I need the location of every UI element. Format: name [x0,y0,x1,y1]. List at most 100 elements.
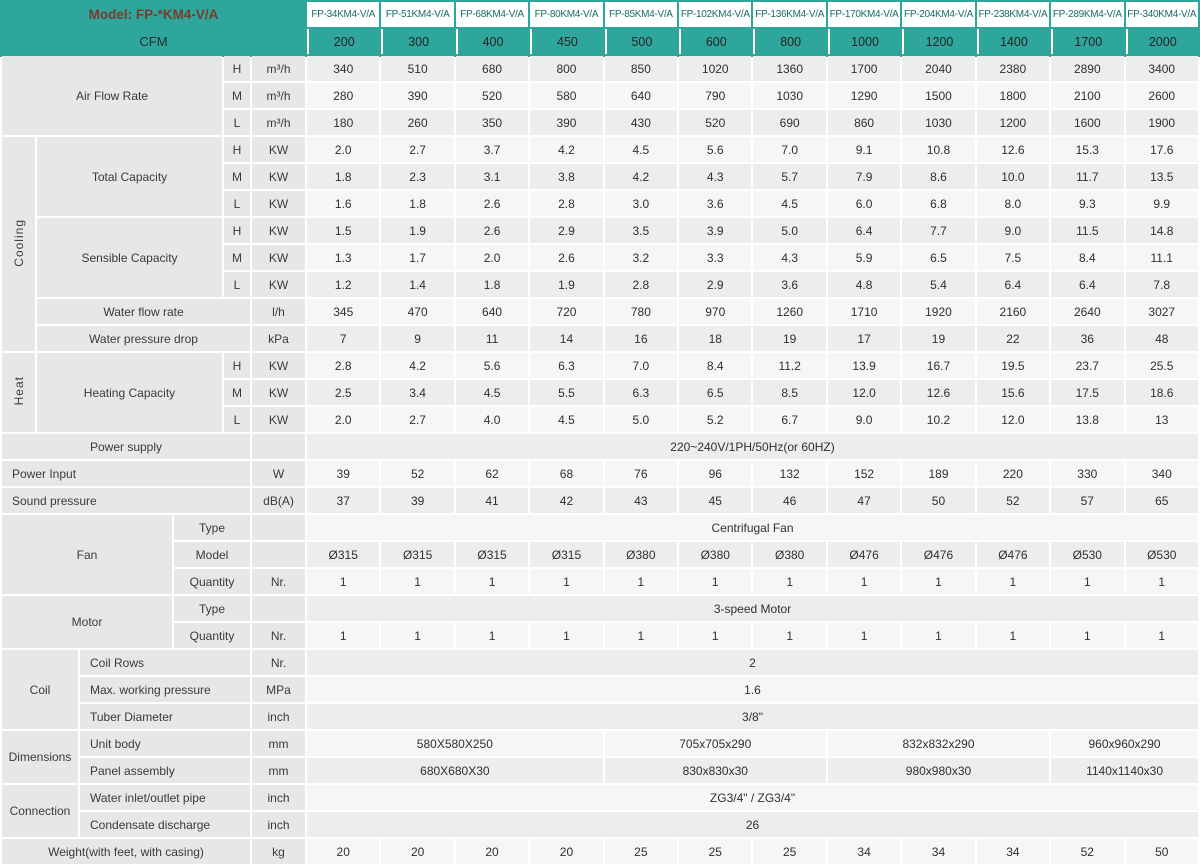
max-working-pressure-value: 1.6 [307,677,1198,702]
speed-label: H [224,353,250,378]
header-row-models: Model: FP-*KM4-V/A FP-34KM4-V/A FP-51KM4-V… [2,2,1198,27]
unit-label: l/h [252,299,306,324]
value-cell: 6.5 [679,380,752,405]
value-cell: 1 [1051,569,1124,594]
value-cell: 7.7 [902,218,975,243]
value-cell: 7.0 [604,353,678,378]
value-cell: 2.6 [530,245,603,270]
table-title: Model: FP-*KM4-V/A [2,2,306,27]
value-cell: 3.5 [604,218,678,243]
value-cell: 340 [307,56,380,81]
speed-label: L [224,191,250,216]
header-row-cfm: CFM 200 300 400 450 500 600 800 1000 1200 1400 1700… [2,29,1198,54]
value-cell: 19 [902,326,975,351]
row-fan-quantity: Quantity Nr. 1 1 1 1 1 1 1 1 1 1 1 1 [2,569,1198,594]
power-supply-value: 220~240V/1PH/50Hz(or 60HZ) [307,434,1198,459]
model-header: FP-340KM4-V/A [1125,2,1198,27]
value-cell: 2160 [976,299,1050,324]
value-cell: 4.3 [753,245,826,270]
cfm-value: 500 [604,29,678,54]
value-cell: 6.7 [753,407,826,432]
value-cell: 1.4 [381,272,454,297]
row-label-weight: Weight(with feet, with casing) [2,839,250,864]
value-cell: Ø530 [1125,542,1198,567]
cfm-value: 1400 [976,29,1050,54]
value-cell: 5.6 [679,137,752,162]
value-cell: 860 [827,110,901,135]
value-cell: 6.5 [902,245,975,270]
value-cell: 9.3 [1051,191,1124,216]
value-cell: 46 [753,488,826,513]
value-cell: 260 [381,110,454,135]
value-cell: 1.6 [307,191,380,216]
row-label-coil-rows: Coil Rows [80,650,250,675]
value-cell: Ø315 [381,542,454,567]
value-cell: 2.9 [530,218,603,243]
value-cell: 8.4 [1051,245,1124,270]
value-cell: 3.9 [679,218,752,243]
unit-label: W [252,461,306,486]
value-cell: 1 [530,623,603,648]
value-cell: 48 [1125,326,1198,351]
row-tuber-diameter: Tuber Diameter inch 3/8" [2,704,1198,729]
row-power-supply: Power supply 220~240V/1PH/50Hz(or 60HZ) [2,434,1198,459]
value-cell: 152 [827,461,901,486]
value-cell: 65 [1125,488,1198,513]
value-cell: 11 [455,326,529,351]
unit-label: inch [252,704,306,729]
panel-assembly-value: 1140x1140x30 [1051,758,1198,783]
value-cell: 4.3 [679,164,752,189]
value-cell: 34 [902,839,975,864]
value-cell: 42 [530,488,603,513]
row-label-tuber-diameter: Tuber Diameter [80,704,250,729]
speed-label: H [224,218,250,243]
value-cell: 1.9 [530,272,603,297]
group-label-coil: Coil [2,650,78,729]
value-cell: 2890 [1051,56,1124,81]
value-cell: Ø380 [679,542,752,567]
value-cell: Ø476 [827,542,901,567]
value-cell: 13.5 [1125,164,1198,189]
value-cell: 4.5 [753,191,826,216]
cfm-value: 450 [530,29,603,54]
row-label-condensate-discharge: Condensate discharge [80,812,250,837]
model-header: FP-102KM4-V/A [679,2,752,27]
row-total-capacity-l: L KW 1.6 1.8 2.6 2.8 3.0 3.6 4.5 6.0 6.8 8.0 9.3 9.9 [2,191,1198,216]
value-cell: 16.7 [902,353,975,378]
row-power-input: Power Input W 39 52 62 68 76 96 132 152 189 220 330 3… [2,461,1198,486]
speed-label: H [224,137,250,162]
value-cell: 96 [679,461,752,486]
value-cell: 11.7 [1051,164,1124,189]
value-cell: 25 [604,839,678,864]
value-cell: 2600 [1125,83,1198,108]
value-cell: 2.8 [604,272,678,297]
value-cell: 280 [307,83,380,108]
value-cell: 4.2 [530,137,603,162]
unit-label: KW [252,380,306,405]
value-cell: 2.6 [455,218,529,243]
value-cell: 5.0 [753,218,826,243]
row-label-total-capacity: Total Capacity [37,137,222,216]
value-cell: 1920 [902,299,975,324]
value-cell: 2.9 [679,272,752,297]
value-cell: Ø380 [753,542,826,567]
value-cell: Ø315 [307,542,380,567]
value-cell: 5.0 [604,407,678,432]
unit-body-value: 960x960x290 [1051,731,1198,756]
value-cell: 1 [455,569,529,594]
unit-body-value: 832x832x290 [827,731,1050,756]
row-label-fan-type: Type [174,515,250,540]
value-cell: 9.0 [827,407,901,432]
value-cell: 2.8 [530,191,603,216]
value-cell: 15.6 [976,380,1050,405]
value-cell: 3.1 [455,164,529,189]
row-fan-type: Fan Type Centrifugal Fan [2,515,1198,594]
value-cell: 2100 [1051,83,1124,108]
cfm-label: CFM [2,29,306,54]
value-cell: 2.8 [307,353,380,378]
value-cell: 8.6 [902,164,975,189]
row-label-air-flow-rate: Air Flow Rate [2,56,222,135]
row-sound-pressure: Sound pressure dB(A) 37 39 41 42 43 45 46 47 50 52 5… [2,488,1198,513]
